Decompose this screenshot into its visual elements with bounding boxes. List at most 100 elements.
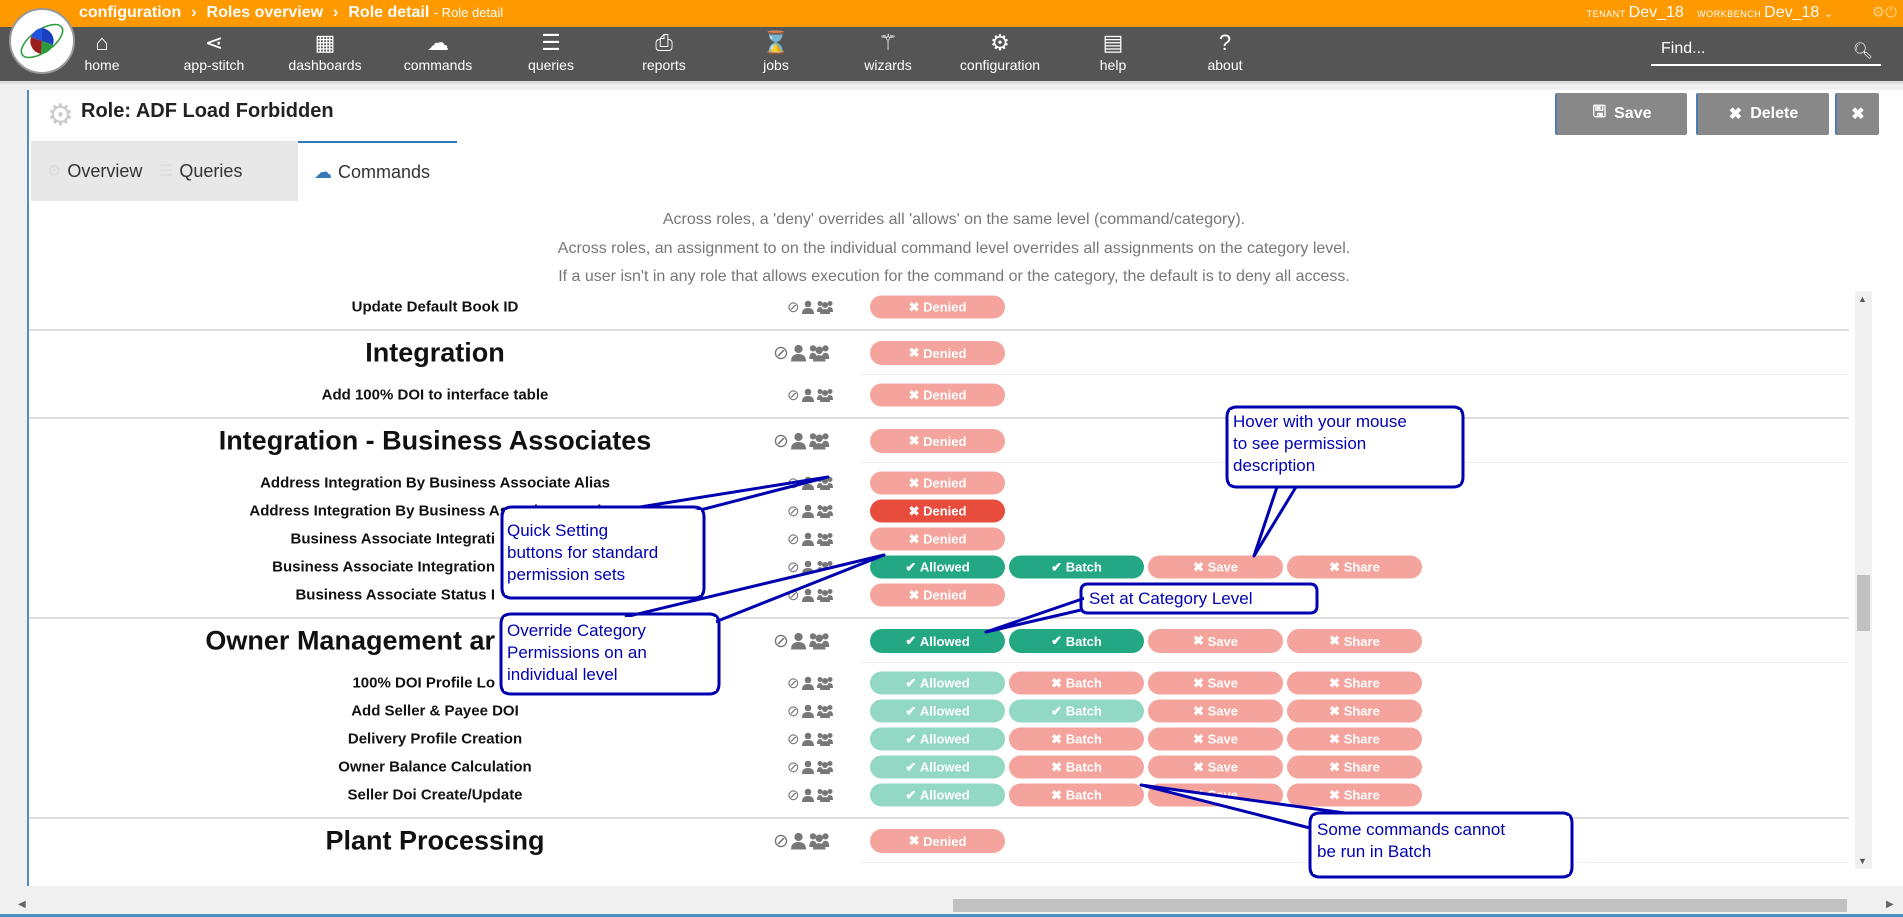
horizontal-scrollbar[interactable]: ◀ ▶ xyxy=(0,898,1903,913)
user-icon[interactable] xyxy=(801,676,814,690)
users-icon[interactable] xyxy=(816,560,834,574)
permission-denied-toggle[interactable]: ✖ Denied xyxy=(870,499,1005,523)
permission-save-toggle[interactable]: ✖ Save xyxy=(1148,629,1283,653)
nav-configuration[interactable]: ⚙ configuration xyxy=(945,29,1055,73)
permission-save-toggle[interactable]: ✖ Save xyxy=(1148,699,1283,723)
permission-batch-toggle[interactable]: ✔ Batch xyxy=(1009,699,1144,723)
permission-share-toggle[interactable]: ✖ Share xyxy=(1287,699,1422,723)
nav-app-stitch[interactable]: ⋖ app-stitch xyxy=(159,29,269,73)
scroll-left-icon[interactable]: ◀ xyxy=(18,899,26,910)
users-icon[interactable] xyxy=(808,832,831,850)
deny-all-icon[interactable]: ⊘ xyxy=(787,531,800,548)
scrollbar-thumb[interactable] xyxy=(1857,575,1870,631)
close-button[interactable]: ✖ xyxy=(1835,93,1879,135)
user-icon[interactable] xyxy=(790,432,806,450)
users-icon[interactable] xyxy=(816,676,834,690)
tab-overview[interactable]: ⚙ Overview xyxy=(47,141,142,201)
user-icon[interactable] xyxy=(790,344,806,362)
nav-queries[interactable]: ☰ queries xyxy=(496,29,606,73)
users-icon[interactable] xyxy=(808,632,831,650)
deny-all-icon[interactable]: ⊘ xyxy=(787,503,800,520)
permission-allowed-toggle[interactable]: ✔ Allowed xyxy=(870,783,1005,807)
permission-denied-toggle[interactable]: ✖ Denied xyxy=(870,383,1005,407)
users-icon[interactable] xyxy=(816,476,834,490)
deny-all-icon[interactable]: ⊘ xyxy=(787,299,800,316)
permission-denied-toggle[interactable]: ✖ Denied xyxy=(870,527,1005,551)
permission-share-toggle[interactable]: ✖ Share xyxy=(1287,555,1422,579)
permission-share-toggle[interactable]: ✖ Share xyxy=(1287,727,1422,751)
permission-save-toggle[interactable]: ✖ Save xyxy=(1148,555,1283,579)
users-icon[interactable] xyxy=(816,704,834,718)
permission-share-toggle[interactable]: ✖ Share xyxy=(1287,783,1422,807)
deny-all-icon[interactable]: ⊘ xyxy=(787,675,800,692)
nav-about[interactable]: ? about xyxy=(1170,29,1280,73)
scroll-down-icon[interactable]: ▼ xyxy=(1858,856,1867,866)
permission-denied-toggle[interactable]: ✖ Denied xyxy=(870,583,1005,607)
permission-batch-toggle[interactable]: ✖ Batch xyxy=(1009,671,1144,695)
deny-all-icon[interactable]: ⊘ xyxy=(773,430,789,451)
nav-home[interactable]: ⌂ home xyxy=(47,29,157,73)
deny-all-icon[interactable]: ⊘ xyxy=(787,559,800,576)
permission-share-toggle[interactable]: ✖ Share xyxy=(1287,629,1422,653)
nav-commands[interactable]: ☁ commands xyxy=(383,29,493,73)
user-icon[interactable] xyxy=(790,832,806,850)
user-icon[interactable] xyxy=(801,476,814,490)
permission-batch-toggle[interactable]: ✔ Batch xyxy=(1009,629,1144,653)
permission-denied-toggle[interactable]: ✖ Denied xyxy=(870,471,1005,495)
deny-all-icon[interactable]: ⊘ xyxy=(787,703,800,720)
deny-all-icon[interactable]: ⊘ xyxy=(773,830,789,851)
user-icon[interactable] xyxy=(801,300,814,314)
nav-reports[interactable]: ⎙ reports xyxy=(609,29,719,73)
users-icon[interactable] xyxy=(816,388,834,402)
vertical-scrollbar[interactable]: ▲ ▼ xyxy=(1855,291,1872,869)
permission-batch-toggle[interactable]: ✔ Batch xyxy=(1009,555,1144,579)
deny-all-icon[interactable]: ⊘ xyxy=(787,787,800,804)
permission-allowed-toggle[interactable]: ✔ Allowed xyxy=(870,755,1005,779)
user-icon[interactable] xyxy=(801,760,814,774)
permission-save-toggle[interactable]: ✖ Save xyxy=(1148,727,1283,751)
permissions-list[interactable]: Update Default Book ID ⊘ ✖ Denied Integrati… xyxy=(29,291,1872,869)
settings-icon[interactable]: ⚙ xyxy=(1871,4,1886,21)
user-icon[interactable] xyxy=(801,704,814,718)
scroll-right-icon[interactable]: ▶ xyxy=(1886,899,1894,910)
delete-button[interactable]: ✖ Delete xyxy=(1696,93,1829,135)
user-icon[interactable] xyxy=(801,732,814,746)
deny-all-icon[interactable]: ⊘ xyxy=(787,387,800,404)
permission-share-toggle[interactable]: ✖ Share xyxy=(1287,755,1422,779)
breadcrumb-roles-overview[interactable]: Roles overview xyxy=(206,4,324,21)
nav-jobs[interactable]: ⌛ jobs xyxy=(721,29,831,73)
users-icon[interactable] xyxy=(816,532,834,546)
users-icon[interactable] xyxy=(816,504,834,518)
nav-help[interactable]: ▤ help xyxy=(1058,29,1168,73)
tab-queries[interactable]: ☰ Queries xyxy=(159,141,242,201)
tab-commands[interactable]: ☁ Commands xyxy=(298,141,457,201)
users-icon[interactable] xyxy=(808,432,831,450)
deny-all-icon[interactable]: ⊘ xyxy=(787,587,800,604)
permission-save-toggle[interactable]: ✖ Save xyxy=(1148,671,1283,695)
deny-all-icon[interactable]: ⊘ xyxy=(773,630,789,651)
permission-share-toggle[interactable]: ✖ Share xyxy=(1287,671,1422,695)
users-icon[interactable] xyxy=(816,760,834,774)
nav-dashboards[interactable]: ▦ dashboards xyxy=(270,29,380,73)
permission-denied-toggle[interactable]: ✖ Denied xyxy=(870,295,1005,319)
save-button[interactable]: 🖫 Save xyxy=(1555,93,1687,135)
users-icon[interactable] xyxy=(816,788,834,802)
deny-all-icon[interactable]: ⊘ xyxy=(773,342,789,363)
user-icon[interactable] xyxy=(790,632,806,650)
permission-batch-toggle[interactable]: ✖ Batch xyxy=(1009,783,1144,807)
permission-allowed-toggle[interactable]: ✔ Allowed xyxy=(870,555,1005,579)
breadcrumb-configuration[interactable]: configuration xyxy=(79,4,182,21)
users-icon[interactable] xyxy=(808,344,831,362)
user-icon[interactable] xyxy=(801,588,814,602)
users-icon[interactable] xyxy=(816,588,834,602)
user-icon[interactable] xyxy=(801,504,814,518)
permission-save-toggle[interactable]: ✖ Save xyxy=(1148,783,1283,807)
user-icon[interactable] xyxy=(801,560,814,574)
user-icon[interactable] xyxy=(801,532,814,546)
find-input[interactable] xyxy=(1651,40,1841,58)
permission-batch-toggle[interactable]: ✖ Batch xyxy=(1009,727,1144,751)
permission-allowed-toggle[interactable]: ✔ Allowed xyxy=(870,699,1005,723)
app-logo[interactable] xyxy=(9,8,75,74)
permission-allowed-toggle[interactable]: ✔ Allowed xyxy=(870,629,1005,653)
scroll-up-icon[interactable]: ▲ xyxy=(1858,294,1867,304)
